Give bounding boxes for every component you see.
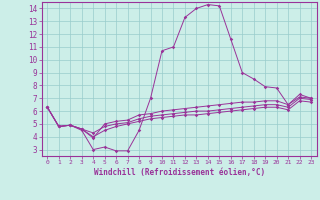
X-axis label: Windchill (Refroidissement éolien,°C): Windchill (Refroidissement éolien,°C) <box>94 168 265 177</box>
